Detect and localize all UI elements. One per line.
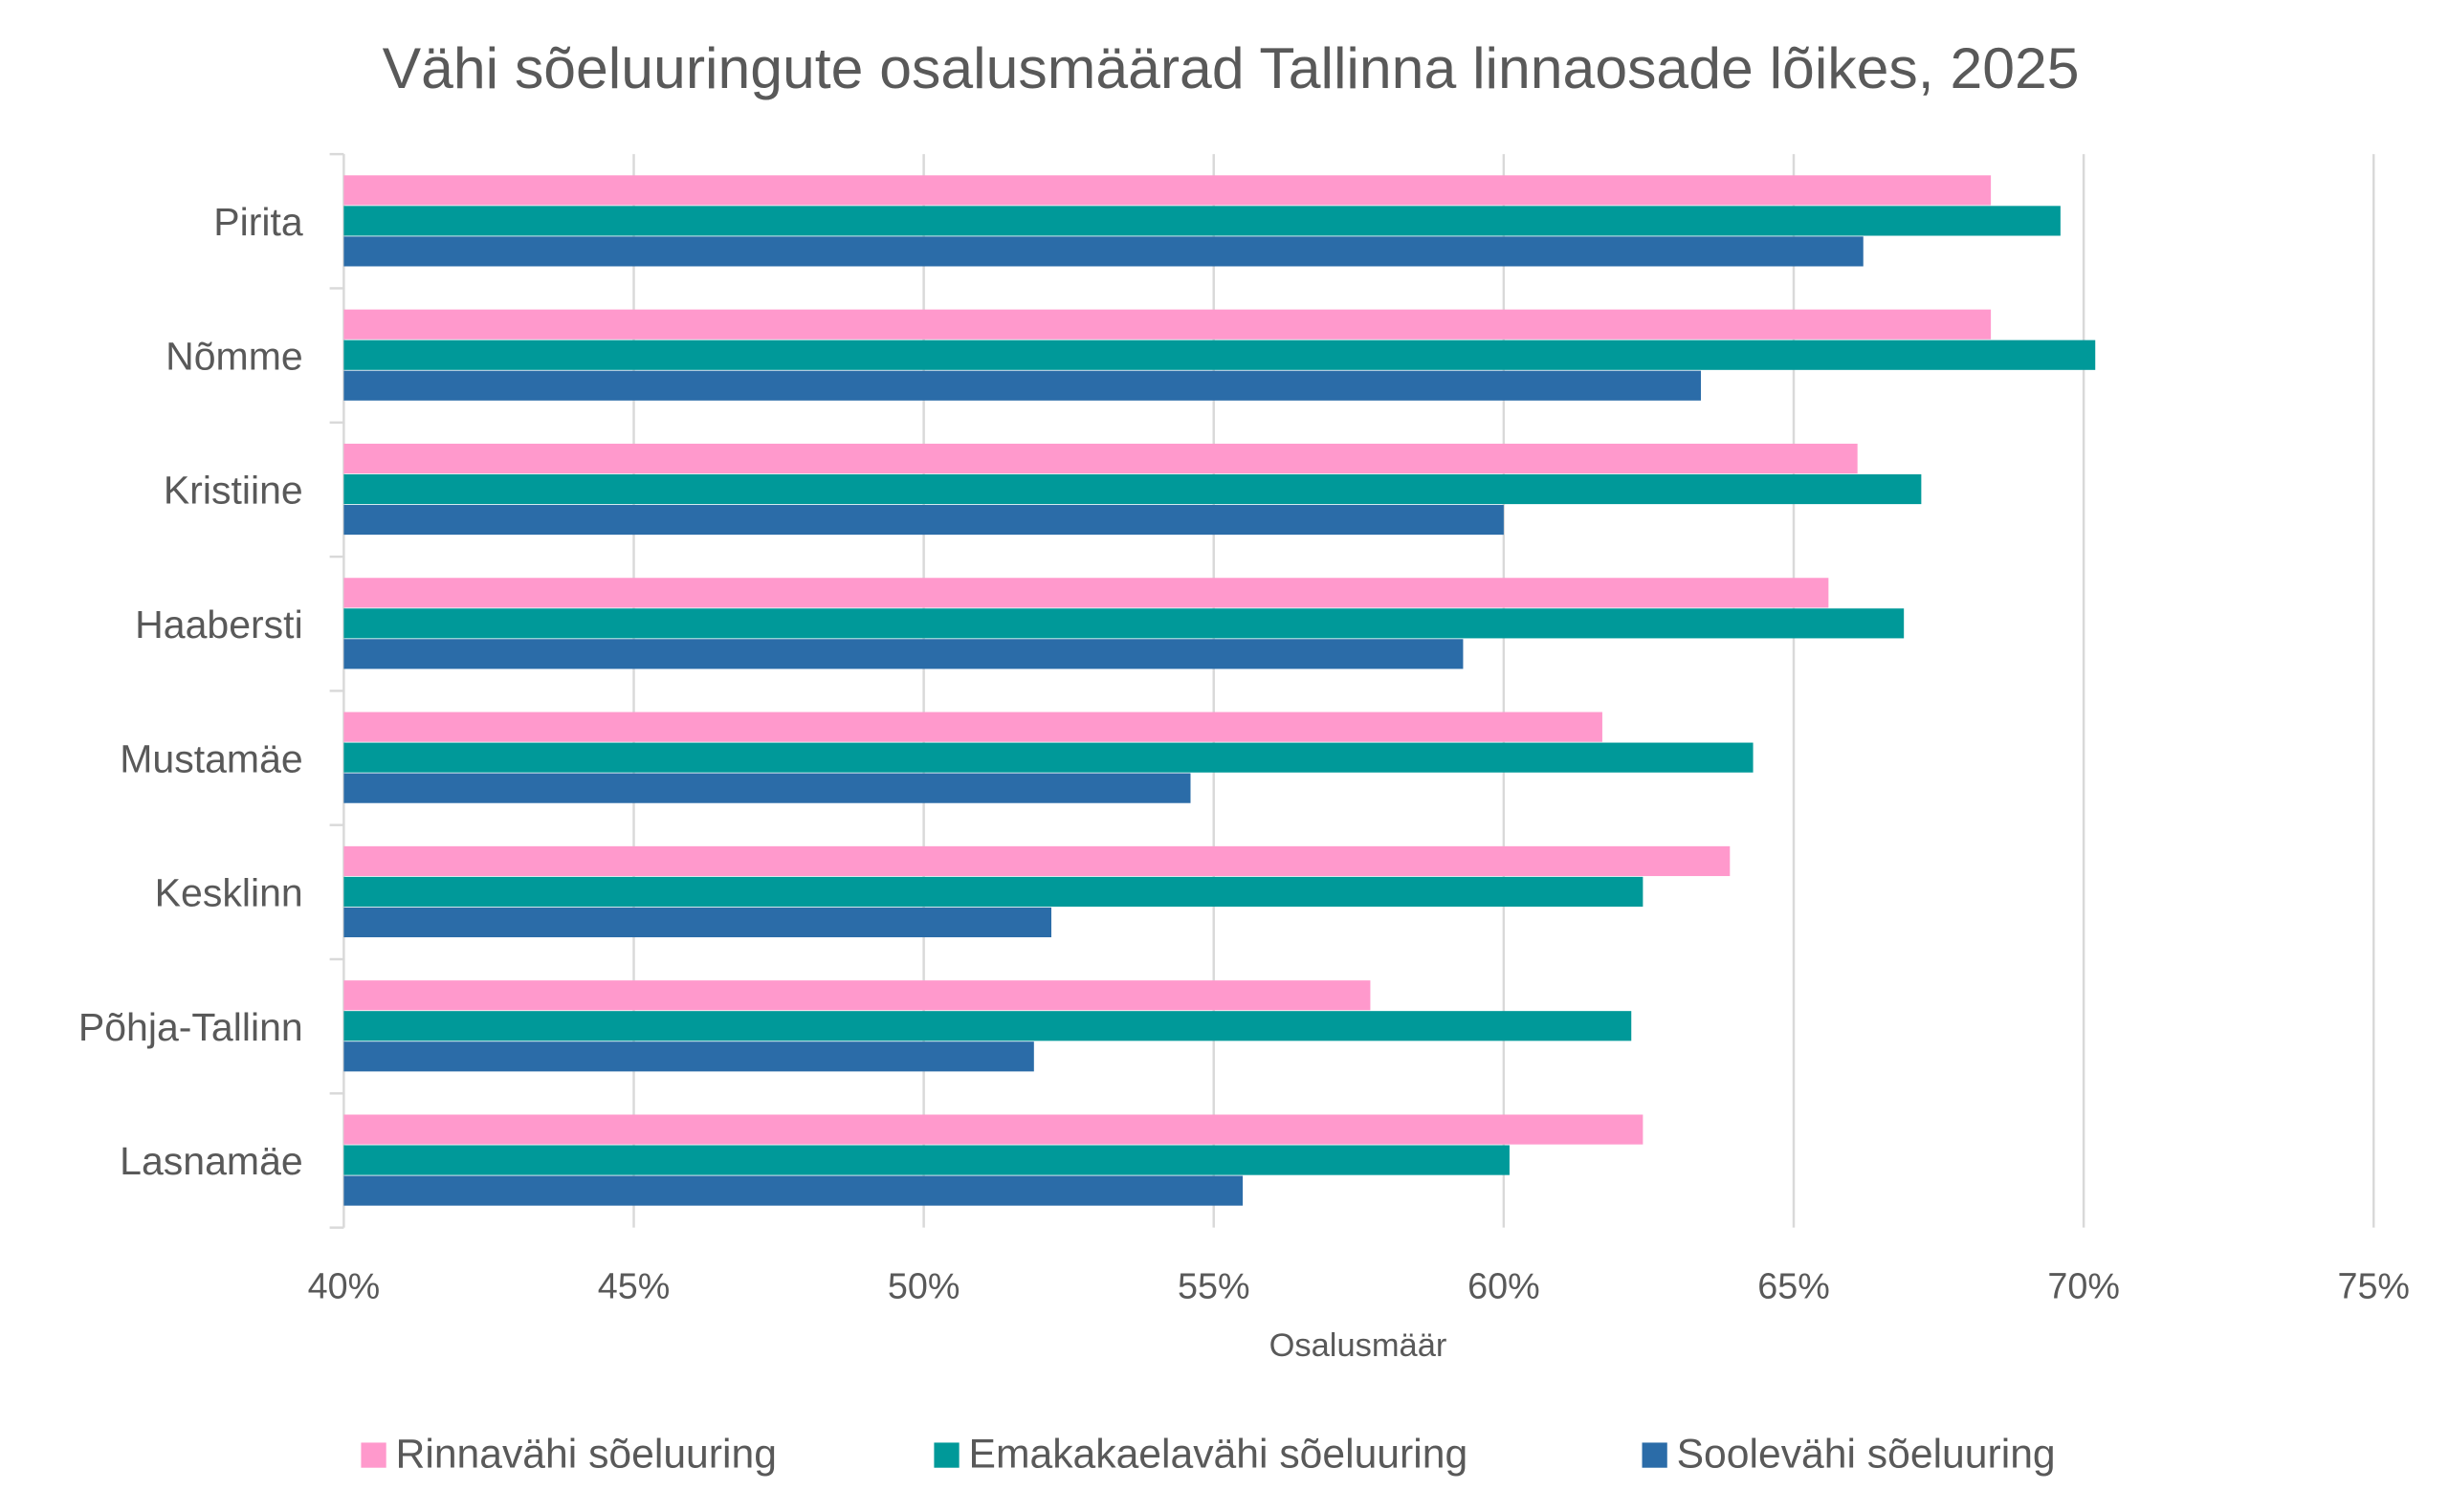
x-tick-label: 45% [598, 1265, 671, 1305]
x-tick-label: 55% [1178, 1265, 1250, 1305]
bar [343, 1011, 1632, 1041]
x-tick-label: 50% [888, 1265, 960, 1305]
bar [343, 236, 1864, 267]
bar [343, 608, 1905, 639]
category-label: Nõmme [165, 334, 303, 378]
bar [343, 309, 1992, 340]
x-tick-label: 60% [1467, 1265, 1540, 1305]
bar [343, 1145, 1510, 1175]
bar [343, 340, 2096, 370]
bar [343, 443, 1858, 474]
bar [343, 773, 1191, 803]
bar [343, 907, 1051, 938]
bar [343, 370, 1701, 401]
legend-swatch [1642, 1442, 1667, 1468]
legend: Rinnavähi sõeluuring Emakakaelavähi sõelu… [361, 1432, 2056, 1478]
x-axis-label: Osalusmäär [1269, 1327, 1447, 1364]
bar [343, 876, 1644, 908]
category-label: Haabersti [135, 603, 303, 646]
bar [343, 206, 2061, 236]
bar [343, 578, 1829, 608]
legend-label: Soolevähi sõeluuring [1677, 1432, 2056, 1478]
bar [343, 1175, 1244, 1206]
x-tick-label: 65% [1757, 1265, 1830, 1305]
bar [343, 504, 1504, 536]
category-label: Kristiine [164, 469, 303, 513]
legend-label: Emakakaelavähi sõeluuring [969, 1432, 1468, 1478]
category-label: Lasnamäe [120, 1139, 303, 1183]
x-tick-label: 70% [2047, 1265, 2120, 1305]
bar [343, 473, 1922, 505]
category-label: Pirita [213, 200, 303, 244]
bar [343, 1041, 1034, 1072]
bar [343, 712, 1602, 742]
bar [343, 845, 1731, 877]
category-label: Mustamäe [120, 736, 302, 780]
x-tick-label: 75% [2337, 1265, 2410, 1305]
category-label: Põhja-Tallinn [78, 1005, 303, 1049]
bar [343, 1114, 1644, 1145]
legend-swatch [361, 1442, 386, 1468]
category-label: Kesklinn [155, 871, 303, 915]
bar [343, 639, 1464, 669]
legend-label: Rinnavähi sõeluuring [396, 1432, 777, 1478]
bar [343, 175, 1992, 206]
x-tick-label: 40% [308, 1265, 381, 1305]
bar [343, 980, 1371, 1011]
chart-title: Vähi sõeluuringute osalusmäärad Tallinna… [383, 35, 2080, 100]
legend-swatch [934, 1442, 960, 1468]
bar [343, 742, 1754, 773]
